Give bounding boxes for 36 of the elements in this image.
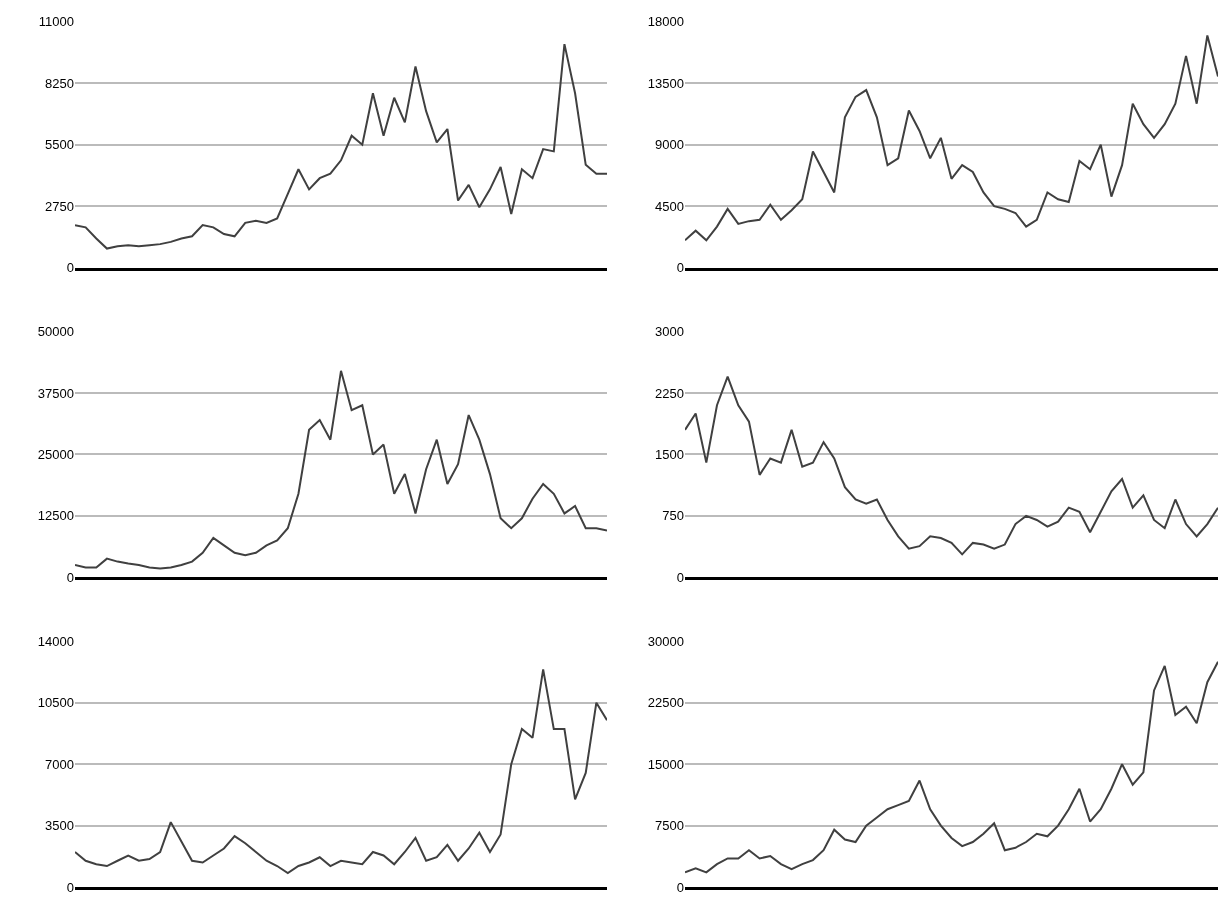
line-series	[685, 34, 1218, 242]
y-tick-label: 10500	[37, 695, 74, 711]
line-series	[75, 668, 607, 875]
y-tick-label: 5500	[45, 137, 74, 153]
y-tick-label: 4500	[655, 198, 684, 214]
y-tick-label: 0	[676, 569, 684, 585]
y-tick-label: 25000	[37, 446, 74, 462]
y-tick-label: 18000	[647, 14, 684, 30]
y-tick-label: 22500	[647, 695, 684, 711]
y-tick-label: 37500	[37, 385, 74, 401]
y-tick-label: 12500	[37, 508, 74, 524]
y-tick-label: 0	[676, 879, 684, 895]
y-tick-label: 13500	[647, 75, 684, 91]
y-tick-label: 2750	[45, 198, 74, 214]
y-tick-label: 750	[662, 508, 684, 524]
y-tick-label: 15000	[647, 756, 684, 772]
y-tick-label: 0	[676, 260, 684, 276]
y-tick-label: 0	[66, 260, 74, 276]
y-tick-label: 7500	[655, 818, 684, 834]
y-tick-label: 50000	[37, 324, 74, 340]
y-tick-label: 0	[66, 879, 74, 895]
line-series	[75, 43, 607, 250]
line-series	[685, 660, 1218, 874]
y-tick-label: 11000	[38, 14, 74, 30]
y-tick-label: 2250	[655, 385, 684, 401]
line-series	[75, 369, 607, 570]
y-tick-label: 7000	[45, 756, 74, 772]
y-tick-label: 1500	[655, 446, 684, 462]
y-tick-label: 30000	[647, 633, 684, 649]
y-tick-label: 14000	[37, 633, 74, 649]
y-tick-label: 0	[66, 569, 74, 585]
y-tick-label: 3000	[655, 324, 684, 340]
y-tick-label: 9000	[655, 137, 684, 153]
line-series	[685, 375, 1218, 556]
y-tick-label: 3500	[45, 818, 74, 834]
y-tick-label: 8250	[45, 75, 74, 91]
